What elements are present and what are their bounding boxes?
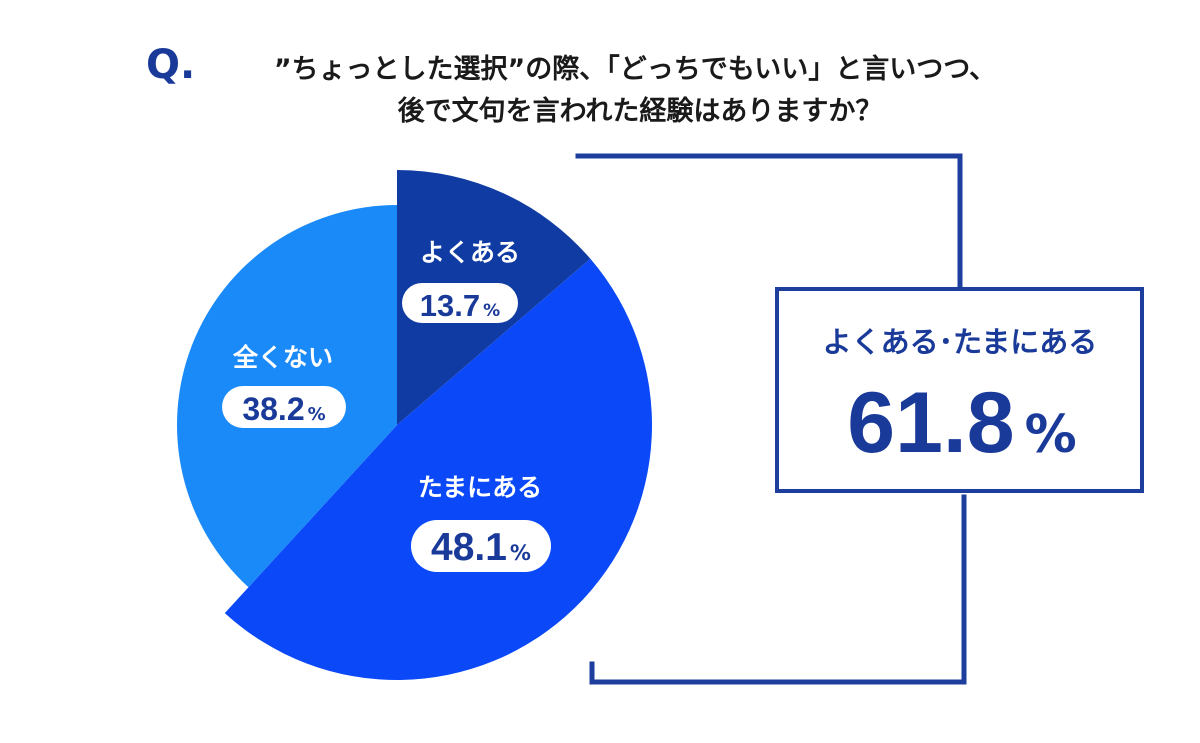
- value-pill-mattakunai: [222, 386, 346, 428]
- question-mark-label: Q.: [146, 42, 195, 88]
- slice-label-group-2: 全くない 38.2%: [222, 343, 346, 428]
- pie-slice-tamaniaru: [224, 258, 652, 681]
- pie-slices: [177, 170, 652, 681]
- slice-label-yokuaru: よくある: [420, 238, 520, 267]
- slice-label-group-0: よくある 13.7%: [402, 238, 520, 323]
- summary-bracket-bottom: [589, 494, 967, 685]
- summary-box: [775, 287, 1144, 493]
- slice-label-group-1: たまにある 48.1%: [411, 473, 551, 572]
- value-label-tamaniaru: 48.1%: [431, 526, 531, 569]
- value-label-mattakunai: 38.2%: [242, 391, 325, 427]
- summary-label: よくある･たまにある: [823, 325, 1098, 359]
- chart-title-line-1: ”ちょっとした選択”の際、「どっちでもいい」と言いつつ、: [274, 53, 996, 85]
- value-pill-yokuaru: [402, 283, 518, 323]
- chart-title-line-2: 後で文句を言われた経験はありますか？: [398, 95, 883, 127]
- slice-label-mattakunai: 全くない: [232, 343, 333, 372]
- value-label-yokuaru: 13.7%: [420, 288, 500, 323]
- summary-bracket-top: [575, 153, 963, 292]
- summary-value: 61.8%: [847, 375, 1077, 471]
- slice-label-tamaniaru: たまにある: [418, 473, 542, 502]
- value-pill-tamaniaru: [411, 520, 551, 572]
